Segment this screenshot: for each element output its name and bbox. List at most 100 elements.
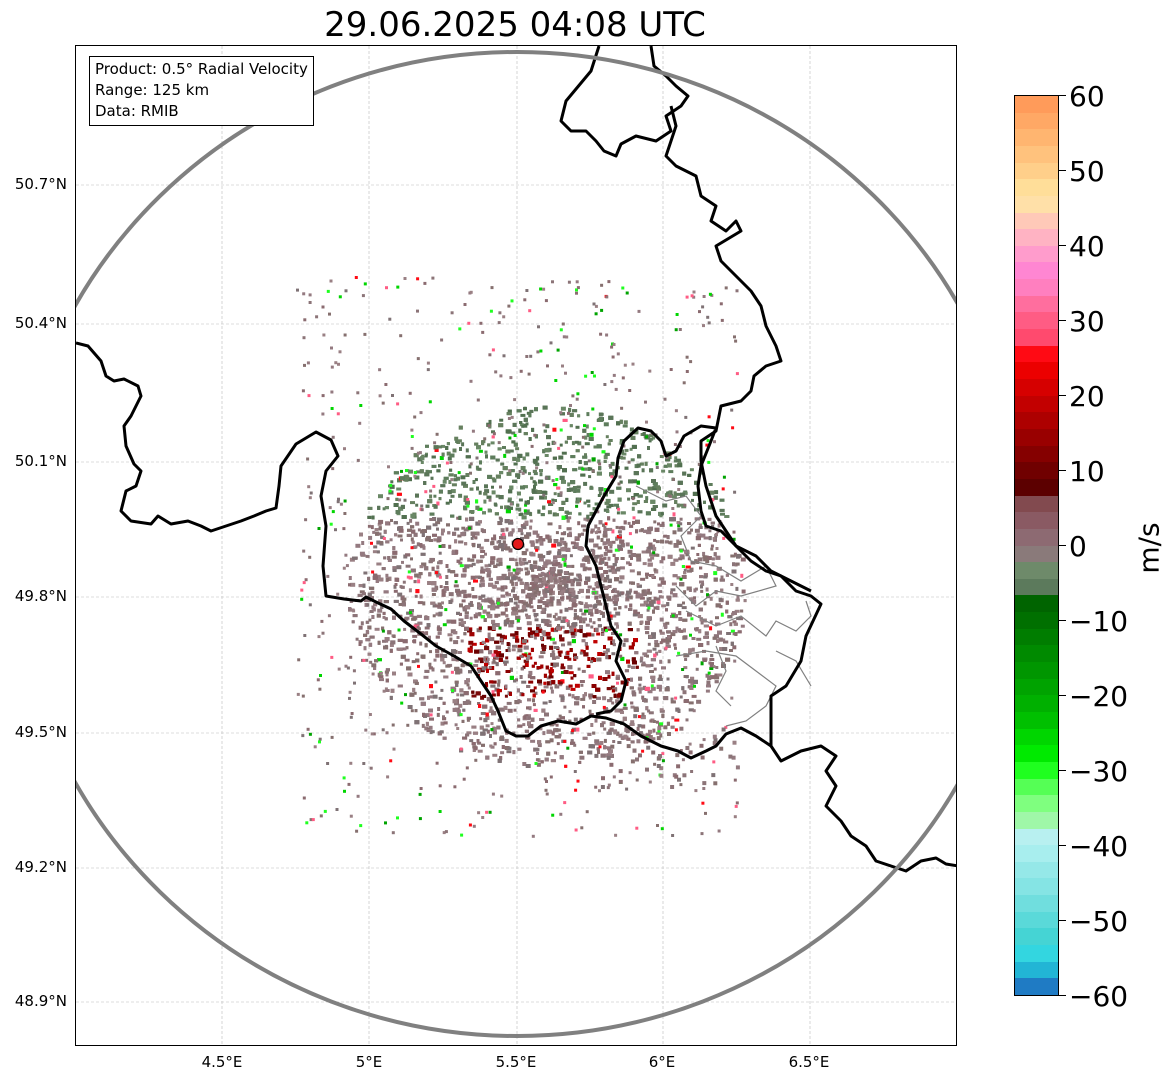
- echo-pixel: [542, 572, 546, 577]
- echo-pixel: [602, 614, 605, 618]
- echo-pixel: [549, 723, 554, 727]
- echo-pixel: [668, 470, 674, 474]
- echo-pixel: [541, 646, 546, 651]
- echo-pixel: [500, 611, 506, 616]
- echo-pixel: [614, 577, 619, 582]
- echo-pixel: [614, 548, 620, 552]
- echo-pixel: [509, 620, 515, 625]
- echo-pixel: [425, 631, 429, 636]
- echo-pixel: [491, 435, 495, 439]
- echo-pixel: [687, 531, 692, 535]
- echo-pixel: [629, 603, 633, 608]
- echo-pixel: [649, 552, 655, 557]
- echo-pixel: [404, 658, 410, 662]
- echo-pixel: [510, 519, 513, 524]
- echo-pixel: [528, 652, 532, 656]
- echo-pixel: [648, 603, 654, 607]
- echo-pixel: [573, 612, 577, 617]
- echo-pixel: [503, 543, 508, 548]
- echo-pixel: [517, 718, 521, 722]
- echo-pixel: [533, 472, 538, 476]
- echo-pixel: [512, 594, 517, 598]
- echo-pixel: [537, 599, 543, 604]
- echo-pixel: [490, 560, 494, 565]
- echo-pixel: [512, 750, 516, 755]
- echo-pixel: [603, 578, 608, 583]
- echo-pixel: [495, 494, 500, 498]
- echo-pixel: [616, 511, 620, 515]
- echo-pixel: [434, 447, 439, 452]
- echo-pixel: [683, 590, 687, 595]
- echo-pixel: [585, 424, 589, 429]
- echo-pixel: [443, 476, 449, 480]
- echo-pixel: [394, 577, 399, 582]
- echo-pixel: [469, 510, 475, 514]
- echo-pixel: [619, 575, 625, 580]
- echo-pixel: [625, 542, 630, 547]
- echo-pixel: [456, 476, 460, 481]
- echo-pixel: [369, 642, 373, 647]
- echo-pixel: [657, 678, 663, 681]
- echo-pixel: [383, 645, 389, 650]
- echo-pixel: [654, 640, 659, 644]
- echo-pixel: [674, 718, 680, 722]
- echo-pixel: [479, 583, 483, 588]
- echo-pixel: [617, 530, 622, 534]
- echo-pixel: [645, 572, 649, 576]
- echo-pixel: [446, 451, 451, 456]
- echo-pixel: [461, 624, 465, 627]
- echo-pixel: [378, 494, 383, 499]
- echo-pixel: [535, 575, 540, 579]
- echo-pixel: [677, 463, 683, 468]
- echo-pixel: [690, 682, 695, 685]
- echo-pixel: [555, 728, 561, 732]
- echo-pixel: [492, 730, 497, 735]
- echo-pixel: [439, 653, 443, 658]
- echo-pixel: [427, 635, 431, 640]
- echo-pixel: [544, 448, 550, 453]
- echo-pixel: [570, 676, 574, 680]
- echo-pixel: [427, 499, 433, 504]
- echo-pixel: [387, 576, 392, 581]
- echo-pixel: [455, 440, 459, 443]
- echo-pixel: [437, 707, 441, 711]
- echo-pixel: [550, 590, 555, 595]
- echo-pixel: [567, 533, 572, 538]
- echo-pixel: [414, 681, 419, 685]
- echo-pixel: [415, 521, 420, 526]
- echo-pixel: [554, 574, 558, 579]
- echo-pixel: [533, 686, 537, 690]
- echo-pixel: [597, 554, 603, 558]
- echo-pixel: [549, 577, 553, 582]
- echo-pixel: [462, 608, 467, 612]
- echo-pixel: [624, 605, 628, 609]
- echo-pixel: [478, 626, 482, 630]
- echo-pixel: [526, 532, 532, 537]
- echo-pixel: [481, 666, 487, 671]
- echo-pixel: [641, 550, 647, 554]
- echo-pixel: [636, 500, 640, 504]
- echo-pixel: [670, 632, 676, 637]
- echo-pixel: [606, 538, 610, 543]
- echo-pixel: [581, 532, 584, 536]
- echo-pixel: [515, 638, 520, 643]
- echo-pixel: [740, 573, 744, 578]
- radar-map[interactable]: [75, 45, 957, 1046]
- echo-pixel: [603, 528, 609, 531]
- echo-pixel: [441, 544, 446, 548]
- echo-pixel: [499, 517, 503, 522]
- echo-pixel: [662, 503, 668, 508]
- echo-pixel: [382, 611, 386, 615]
- echo-pixel: [454, 680, 459, 684]
- echo-pixel: [605, 498, 611, 503]
- echo-pixel: [714, 675, 720, 680]
- echo-pixel: [498, 423, 504, 428]
- echo-pixel: [687, 685, 693, 689]
- echo-pixel: [368, 618, 372, 622]
- echo-pixel: [489, 744, 493, 748]
- echo-pixel: [658, 649, 662, 653]
- echo-pixel: [406, 666, 412, 671]
- echo-pixel: [607, 549, 613, 553]
- echo-pixel: [383, 529, 387, 534]
- echo-pixel: [566, 622, 570, 627]
